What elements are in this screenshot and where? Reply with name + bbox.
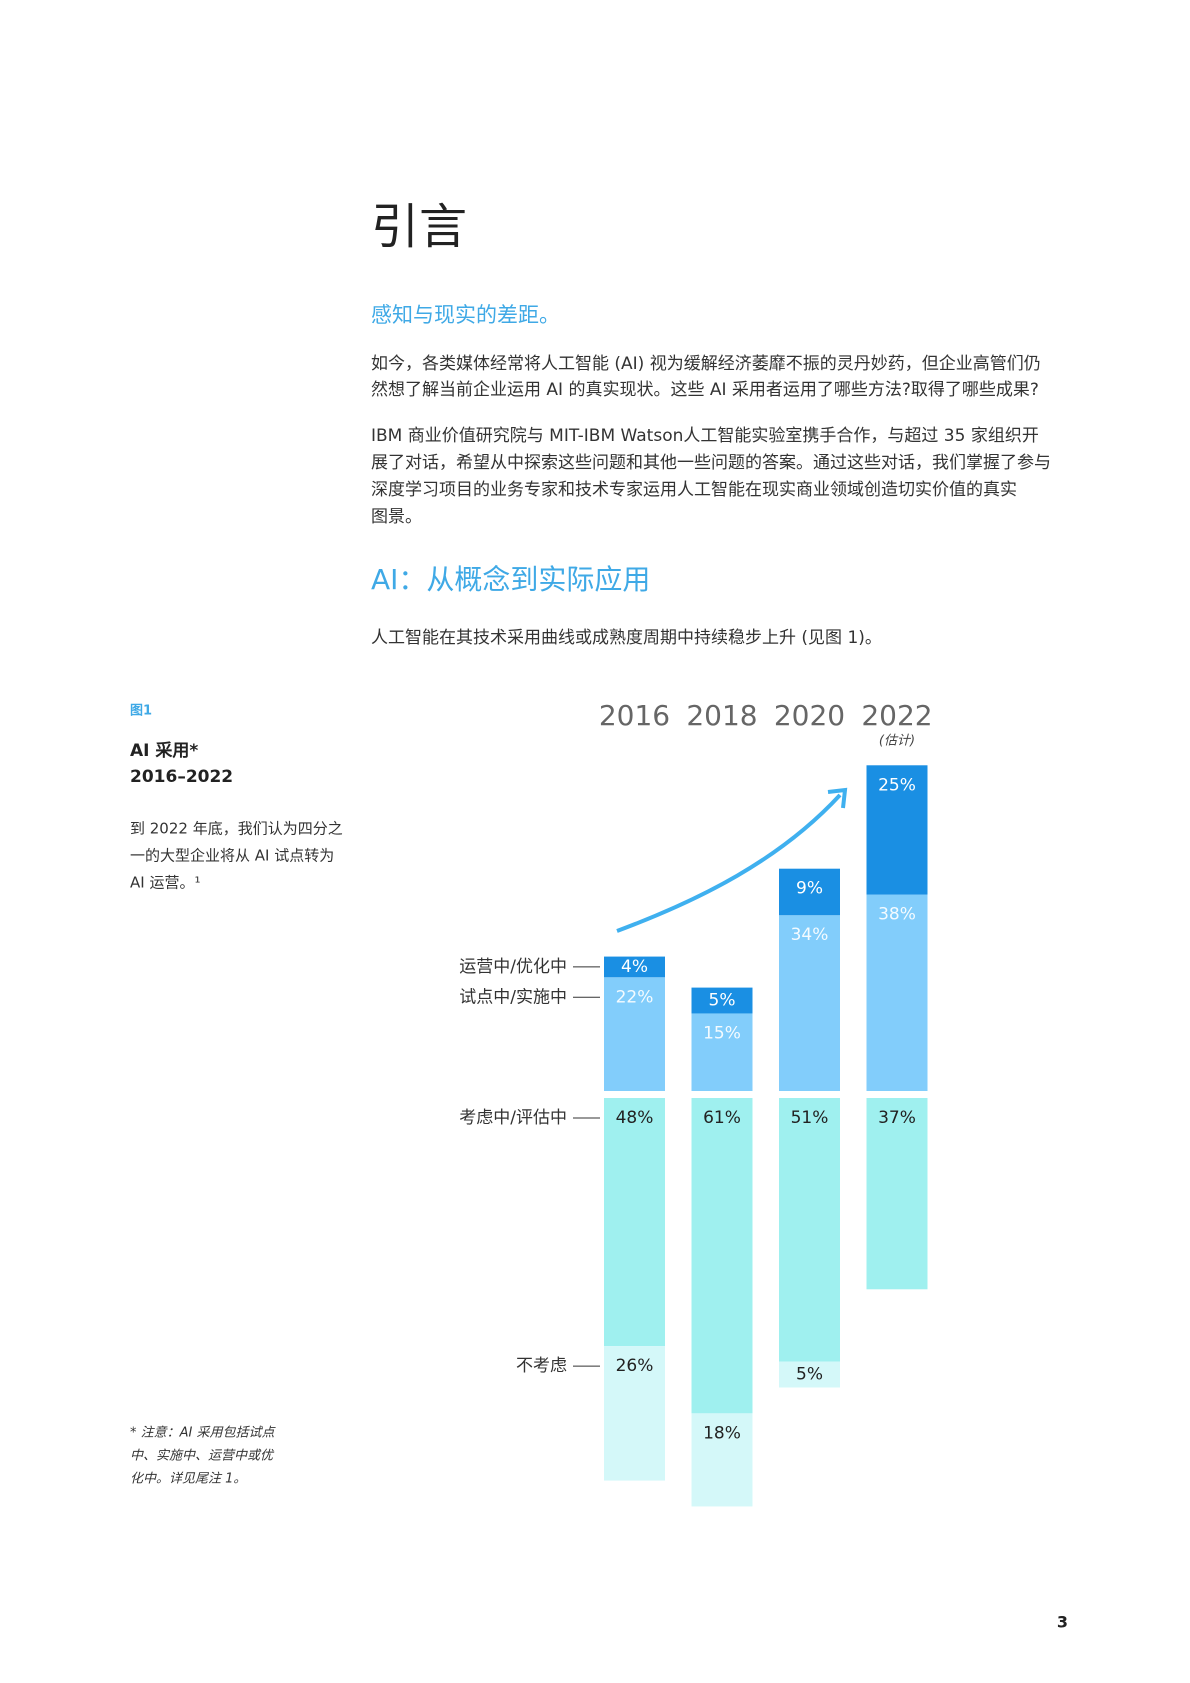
page-number: 3 — [1057, 1613, 1068, 1632]
bar-segment — [604, 1098, 665, 1347]
paragraph-line: 然想了解当前企业运用 AI 的真实现状。这些 AI 采用者运用了哪些方法?取得了… — [371, 380, 1039, 400]
paragraph-line: IBM 商业价值研究院与 MIT-IBM Watson人工智能实验室携手合作，与… — [371, 426, 1039, 446]
heading: AI：从概念到实际应用 — [371, 563, 650, 596]
bar-segment — [866, 894, 928, 1091]
bar-segment — [604, 1346, 665, 1481]
subtitle: 感知与现实的差距。 — [371, 303, 560, 327]
page-title: 引言 — [371, 199, 467, 255]
paragraph-line: 深度学习项目的业务专家和技术专家运用人工智能在现实商业领域创造切实价值的真实 — [371, 480, 1017, 500]
figure-note: 化中。详见尾注 1。 — [130, 1472, 246, 1487]
bar-segment — [691, 987, 753, 1014]
bar-segment — [779, 915, 840, 1091]
paragraph-line: 图景。 — [371, 507, 422, 527]
year-label: 2020 — [774, 699, 845, 732]
figure-description: 一的大型企业将从 AI 试点转为 — [130, 847, 334, 865]
figure-note: 中、实施中、运营中或优 — [130, 1448, 275, 1464]
annotation: (估计) — [879, 734, 915, 749]
legend-label: 试点中/实施中 — [459, 987, 567, 1007]
figure-note: * 注意：AI 采用包括试点 — [130, 1425, 276, 1441]
figure-label: 图1 — [130, 704, 152, 719]
figure-title: AI 采用* — [130, 741, 198, 761]
value-label: 15% — [703, 1023, 741, 1043]
bar-segment — [604, 977, 665, 1091]
figure-description: AI 运营。¹ — [130, 874, 200, 892]
trend-arrow — [616, 793, 842, 933]
value-label: 37% — [878, 1108, 916, 1128]
value-label: 25% — [878, 775, 916, 795]
paragraph-line: 如今，各类媒体经常将人工智能 (AI) 视为缓解经济萎靡不振的灵丹妙药，但企业高… — [371, 353, 1041, 374]
bar-segment — [691, 1098, 753, 1414]
value-label: 61% — [703, 1108, 741, 1128]
year-label: 2022 — [861, 699, 932, 732]
value-label: 48% — [616, 1108, 654, 1128]
bar-segment — [604, 956, 665, 978]
value-label: 51% — [791, 1108, 829, 1128]
value-label: 34% — [791, 925, 829, 945]
legend-label: 考虑中/评估中 — [459, 1108, 567, 1128]
value-label: 5% — [709, 991, 736, 1011]
intro: 人工智能在其技术采用曲线或成熟度周期中持续稳步上升 (见图 1)。 — [371, 627, 882, 648]
year-label: 2016 — [599, 699, 670, 732]
bar-segment — [779, 1098, 840, 1362]
legend-label: 运营中/优化中 — [459, 957, 567, 977]
value-label: 9% — [796, 879, 823, 899]
value-label: 26% — [616, 1356, 654, 1376]
bar-segment — [866, 1098, 928, 1290]
legend-label: 不考虑 — [516, 1356, 567, 1376]
paragraph-line: 展了对话，希望从中探索这些问题和其他一些问题的答案。通过这些对话，我们掌握了参与 — [371, 453, 1051, 473]
value-label: 38% — [878, 905, 916, 925]
bar-segment — [691, 1013, 753, 1091]
bar-segment — [779, 1361, 840, 1388]
bar-segment — [866, 765, 928, 895]
figure-title: 2016–2022 — [130, 767, 233, 787]
figure-description: 到 2022 年底，我们认为四分之 — [130, 820, 343, 838]
value-label: 22% — [616, 987, 654, 1007]
bar-segment — [691, 1413, 753, 1507]
bar-segment — [779, 868, 840, 916]
arrow-head — [827, 787, 848, 809]
value-label: 18% — [703, 1423, 741, 1443]
value-label: 5% — [796, 1365, 823, 1385]
year-label: 2018 — [686, 699, 757, 732]
value-label: 4% — [621, 957, 648, 977]
